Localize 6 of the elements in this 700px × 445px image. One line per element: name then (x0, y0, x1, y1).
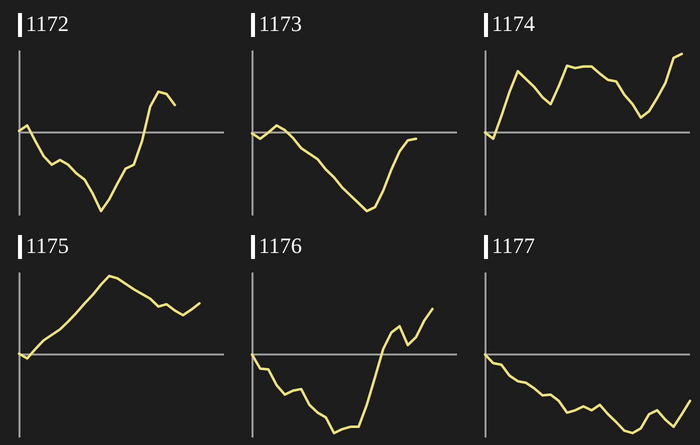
chart-title: 1177 (492, 233, 535, 258)
chart-title: 1173 (258, 11, 302, 36)
chart-title: 1176 (258, 233, 302, 258)
chart-title: 1175 (26, 233, 69, 258)
chart-title: 1172 (26, 11, 69, 36)
chart-title: 1174 (492, 11, 535, 36)
